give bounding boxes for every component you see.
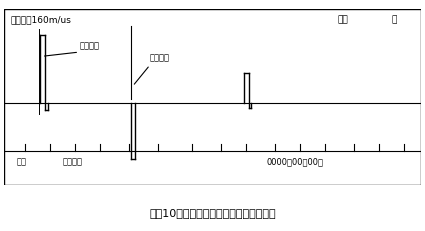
Text: 脉冲: 脉冲 xyxy=(17,157,27,166)
Text: 速度选择: 速度选择 xyxy=(62,157,82,166)
Text: 终点坐标: 终点坐标 xyxy=(150,54,170,63)
Text: 图（10）低压脉冲测短路、低阻故障波形: 图（10）低压脉冲测短路、低阻故障波形 xyxy=(149,207,276,218)
Text: 传输速度160m/us: 传输速度160m/us xyxy=(11,16,71,25)
Text: 全长: 全长 xyxy=(337,16,348,25)
Text: 0000年00月00日: 0000年00月00日 xyxy=(266,157,324,166)
Text: 起点光标: 起点光标 xyxy=(79,41,99,50)
Text: 米: 米 xyxy=(391,16,397,25)
